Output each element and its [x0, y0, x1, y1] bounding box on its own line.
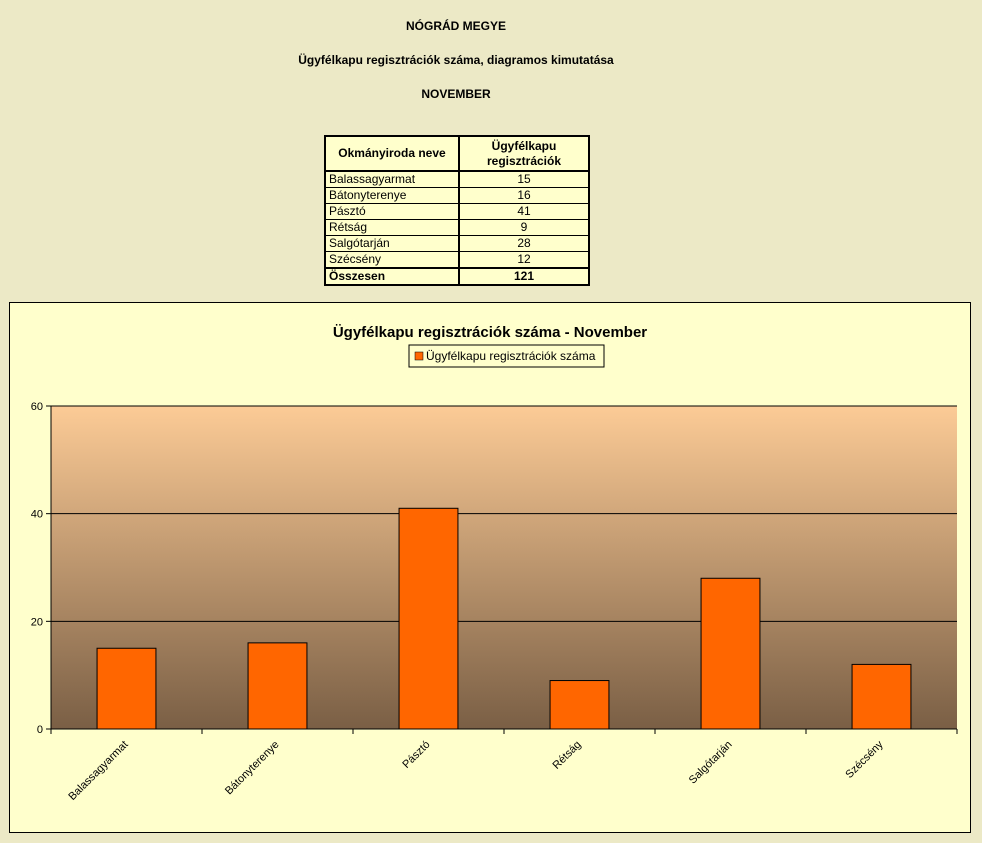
x-tick-label: Salgótarján — [687, 739, 735, 787]
bar — [700, 577, 761, 730]
legend-swatch — [414, 351, 424, 361]
office-value: 41 — [458, 203, 590, 220]
bars — [96, 507, 912, 730]
y-tick-label: 60 — [31, 401, 43, 413]
column-header-line1: Ügyfélkapu — [491, 138, 557, 153]
table-row: Szécsény 12 — [324, 251, 590, 269]
column-header-office: Okmányiroda neve — [324, 135, 460, 172]
x-tick-label: Szécsény — [843, 738, 886, 781]
x-tick-label: Pásztó — [400, 739, 432, 771]
total-value: 121 — [458, 267, 590, 286]
bar-chart: Ügyfélkapu regisztrációk száma - Novembe… — [9, 302, 971, 833]
chart-legend: Ügyfélkapu regisztrációk száma — [408, 344, 605, 368]
chart-svg: Ügyfélkapu regisztrációk száma - Novembe… — [31, 324, 958, 803]
office-value: 12 — [458, 251, 590, 269]
page-subtitle: Ügyfélkapu regisztrációk száma, diagramo… — [298, 53, 614, 67]
chart-title: Ügyfélkapu regisztrációk száma - Novembe… — [333, 324, 647, 341]
office-name: Rétság — [324, 219, 460, 236]
x-tick-labels: Balassagyarmat Bátonyterenye Pásztó Rétság S… — [66, 738, 886, 803]
column-header-line2: regisztrációk — [486, 153, 562, 168]
x-tick-label: Balassagyarmat — [66, 739, 130, 803]
page-title-county: NÓGRÁD MEGYE — [405, 19, 506, 33]
axes — [46, 405, 958, 734]
table-header-row: Okmányiroda neve Ügyfélkapu regisztráció… — [324, 135, 590, 172]
registration-table: Okmányiroda neve Ügyfélkapu regisztráció… — [324, 135, 590, 286]
table-row: Balassagyarmat 15 — [324, 170, 590, 188]
y-tick-label: 40 — [31, 509, 43, 521]
office-name: Szécsény — [324, 251, 460, 269]
bar — [398, 507, 459, 730]
x-tick-label: Bátonyterenye — [223, 739, 282, 798]
office-name: Balassagyarmat — [324, 170, 460, 188]
table-row: Salgótarján 28 — [324, 235, 590, 252]
total-label: Összesen — [324, 267, 460, 286]
office-name: Salgótarján — [324, 235, 460, 252]
bar — [549, 680, 610, 730]
office-value: 16 — [458, 187, 590, 204]
office-value: 15 — [458, 170, 590, 188]
office-value: 9 — [458, 219, 590, 236]
column-header-registrations: Ügyfélkapu regisztrációk — [458, 135, 590, 172]
y-tick-label: 20 — [31, 616, 43, 628]
office-value: 28 — [458, 235, 590, 252]
plot-area — [51, 406, 957, 729]
x-tick-label: Rétság — [550, 739, 583, 772]
bar — [247, 642, 308, 730]
table-total-row: Összesen 121 — [324, 267, 590, 286]
bar — [96, 647, 157, 730]
legend-box — [408, 344, 605, 368]
office-name: Bátonyterenye — [324, 187, 460, 204]
table-row: Pásztó 41 — [324, 203, 590, 220]
page-month: NOVEMBER — [421, 87, 491, 101]
table-row: Bátonyterenye 16 — [324, 187, 590, 204]
bar — [851, 663, 912, 730]
office-name: Pásztó — [324, 203, 460, 220]
gridlines — [51, 405, 957, 622]
y-tick-label: 0 — [37, 724, 43, 736]
table-row: Rétság 9 — [324, 219, 590, 236]
y-tick-labels: 0 20 40 60 — [31, 401, 43, 736]
legend-label: Ügyfélkapu regisztrációk száma — [426, 349, 596, 363]
